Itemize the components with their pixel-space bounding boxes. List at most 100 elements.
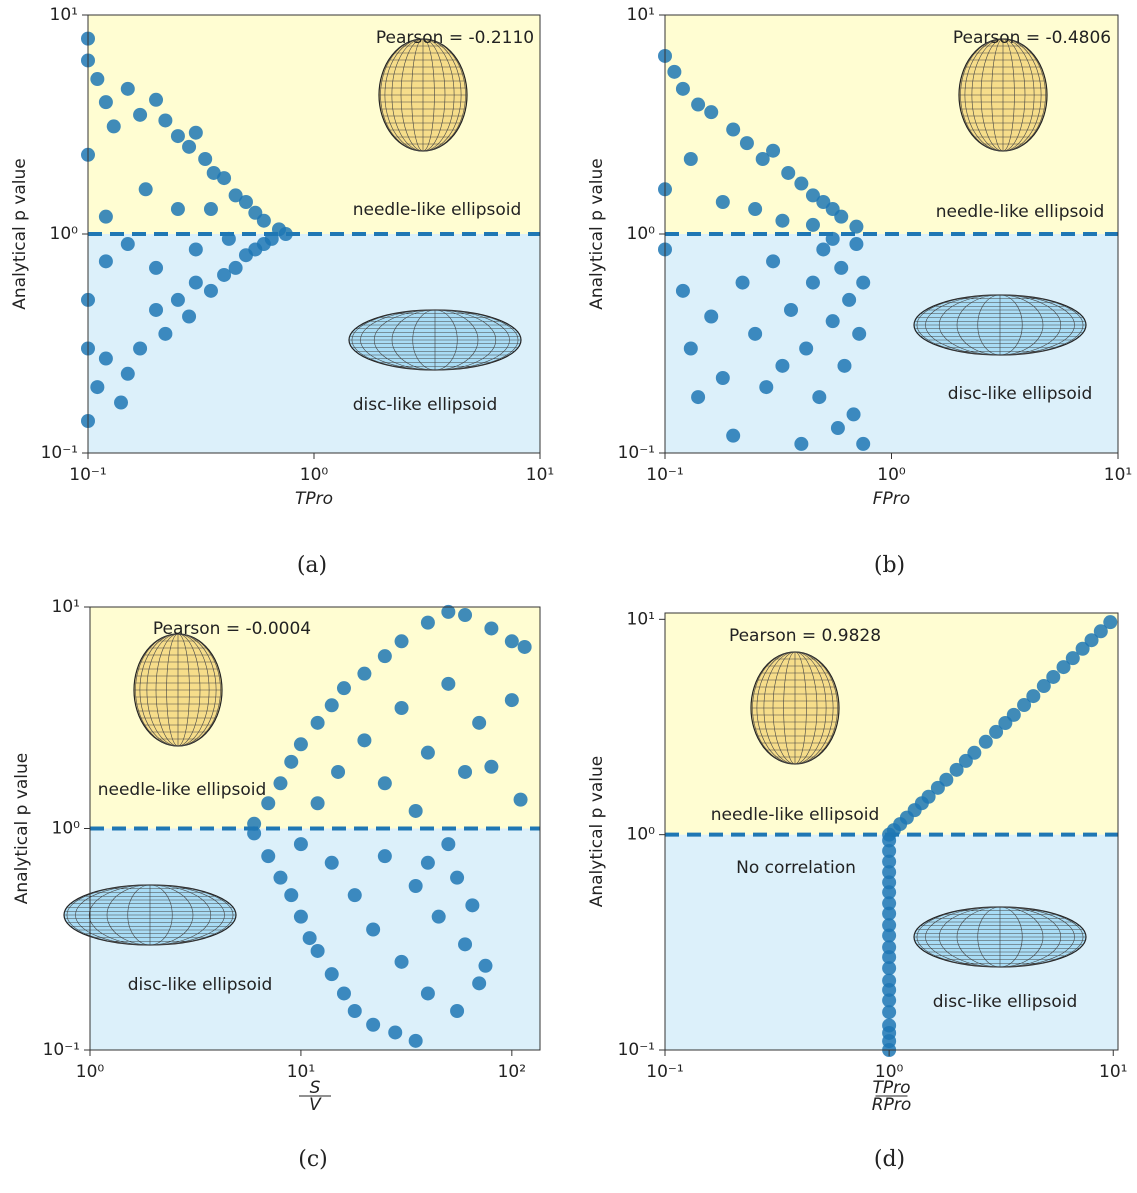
- point: [377, 649, 392, 664]
- y-axis-label: Analytical p value: [12, 753, 32, 905]
- point: [726, 428, 741, 443]
- annotation: needle-like ellipsoid: [353, 200, 522, 220]
- point: [284, 888, 299, 903]
- annotation: Pearson = 0.9828: [729, 626, 881, 646]
- point: [431, 909, 446, 924]
- point: [441, 676, 456, 691]
- annotation: needle-like ellipsoid: [711, 805, 880, 825]
- point: [336, 986, 351, 1001]
- point: [1017, 698, 1032, 713]
- point: [825, 314, 840, 329]
- x-tick-label: 10⁻¹: [646, 465, 683, 485]
- point: [357, 733, 372, 748]
- point: [846, 407, 861, 422]
- point: [408, 879, 423, 894]
- point: [849, 237, 864, 252]
- point: [784, 302, 799, 317]
- point: [120, 81, 135, 96]
- point: [441, 837, 456, 852]
- point: [293, 909, 308, 924]
- point: [472, 715, 487, 730]
- point: [726, 122, 741, 137]
- point: [739, 136, 754, 151]
- point: [149, 302, 164, 317]
- point: [834, 209, 849, 224]
- point: [170, 292, 185, 307]
- point: [420, 615, 435, 630]
- point: [188, 242, 203, 257]
- plot-frame: [664, 612, 1119, 1051]
- point: [188, 125, 203, 140]
- caption: (a): [297, 553, 327, 578]
- y-tick-label: 10⁻¹: [43, 1040, 80, 1060]
- y-axis-label: Analytical p value: [587, 756, 607, 908]
- point: [472, 976, 487, 991]
- x-tick-label: 10¹: [1104, 465, 1132, 485]
- point: [366, 922, 381, 937]
- y-tick-label: 10¹: [627, 5, 655, 25]
- disc-icon: [348, 309, 522, 371]
- point: [203, 283, 218, 298]
- disc-icon: [913, 294, 1087, 356]
- point: [939, 772, 954, 787]
- point: [794, 436, 809, 451]
- point: [377, 776, 392, 791]
- point: [203, 202, 218, 217]
- point: [206, 165, 221, 180]
- point: [420, 745, 435, 760]
- x-axis-label: FPro: [873, 489, 910, 509]
- point: [882, 961, 897, 976]
- annotation: Pearson = -0.4806: [953, 28, 1111, 48]
- annotation: disc-like ellipsoid: [128, 975, 273, 995]
- y-axis-label: Analytical p value: [10, 158, 30, 310]
- point: [513, 792, 528, 807]
- point: [120, 366, 135, 381]
- point: [842, 292, 857, 307]
- point: [805, 217, 820, 232]
- point: [198, 152, 213, 167]
- x-tick-label: 10¹: [287, 1062, 315, 1082]
- y-tick-label: 10⁻¹: [41, 443, 78, 463]
- point: [675, 81, 690, 96]
- point: [120, 237, 135, 252]
- point: [450, 870, 465, 885]
- point: [293, 737, 308, 752]
- point: [715, 194, 730, 209]
- x-axis-label: TPro: [295, 489, 333, 509]
- point: [228, 188, 243, 203]
- x-label-denominator: RPro: [872, 1095, 911, 1115]
- x-tick-label: 10⁰: [76, 1062, 105, 1082]
- point: [775, 358, 790, 373]
- point: [735, 275, 750, 290]
- point: [324, 855, 339, 870]
- needle-icon: [750, 651, 840, 765]
- point: [683, 341, 698, 356]
- point: [484, 759, 499, 774]
- point: [217, 267, 232, 282]
- point: [158, 113, 173, 128]
- annotation: Pearson = -0.0004: [153, 619, 311, 639]
- y-axis-label: Analytical p value: [587, 158, 607, 310]
- point: [816, 242, 831, 257]
- point: [882, 1018, 897, 1033]
- point: [133, 341, 148, 356]
- point: [837, 358, 852, 373]
- point: [458, 764, 473, 779]
- caption: (c): [298, 1147, 328, 1172]
- upper-region: [665, 613, 1118, 835]
- point: [302, 931, 317, 946]
- point: [1006, 707, 1021, 722]
- caption: (d): [874, 1147, 905, 1172]
- point: [478, 958, 493, 973]
- annotation: needle-like ellipsoid: [936, 202, 1105, 222]
- point: [293, 837, 308, 852]
- x-tick-label: 10⁰: [300, 465, 329, 485]
- point: [441, 604, 456, 619]
- point: [882, 865, 897, 880]
- y-tick-label: 10⁰: [627, 224, 656, 244]
- x-tick-label: 10⁻¹: [646, 1062, 683, 1082]
- point: [98, 351, 113, 366]
- point: [799, 341, 814, 356]
- point: [675, 283, 690, 298]
